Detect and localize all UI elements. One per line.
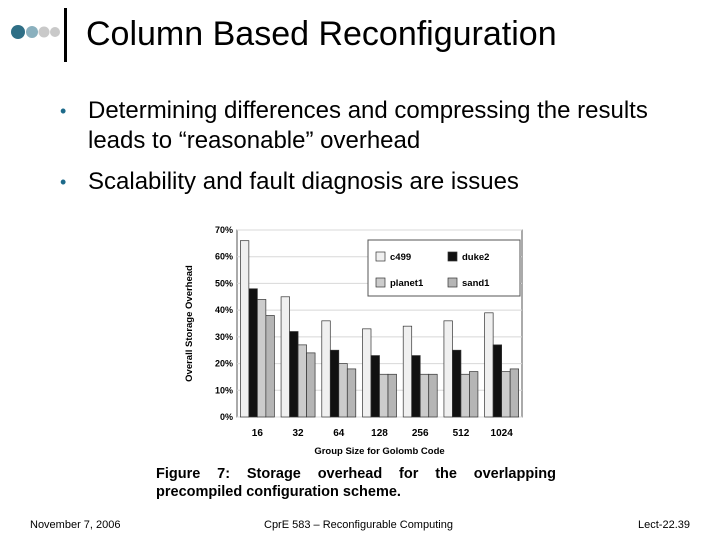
bar-c499 xyxy=(240,240,250,418)
y-tick-label: 20% xyxy=(215,359,233,369)
y-tick-label: 40% xyxy=(215,305,233,315)
bullet-icon: • xyxy=(60,172,67,192)
legend-box xyxy=(367,239,521,297)
y-tick-label: 0% xyxy=(220,412,233,422)
caption-word: Storage xyxy=(246,466,301,482)
bar-planet1 xyxy=(297,344,307,418)
bar-sand1 xyxy=(346,368,357,418)
bar-planet1 xyxy=(460,373,470,418)
bullet-text: Determining differences and compressing … xyxy=(88,97,648,154)
bar-c499 xyxy=(280,296,290,418)
bar-c499 xyxy=(484,312,494,418)
bar-duke2 xyxy=(248,288,258,418)
bar-duke2 xyxy=(452,349,462,418)
x-tick-label: 512 xyxy=(453,428,470,439)
bar-duke2 xyxy=(329,349,340,418)
bar-sand1 xyxy=(509,368,519,418)
dot-icon xyxy=(38,26,50,38)
legend-swatch xyxy=(375,251,386,262)
caption-word: overlapping xyxy=(473,466,556,482)
bar-planet1 xyxy=(338,363,348,418)
bar-c499 xyxy=(443,320,453,418)
caption-line-1: Figure 7: Storage overhead for the overl… xyxy=(156,465,556,483)
bullet-list: • Determining differences and compressing… xyxy=(60,96,700,208)
y-tick-label: 60% xyxy=(215,252,233,262)
bar-c499 xyxy=(321,320,331,418)
legend-swatch xyxy=(447,277,458,288)
y-tick-label: 30% xyxy=(215,332,233,342)
footer-date: November 7, 2006 xyxy=(30,519,121,531)
legend-label: duke2 xyxy=(462,252,489,263)
dot-icon xyxy=(11,25,25,39)
x-tick-label: 1024 xyxy=(491,428,514,439)
dot-icon xyxy=(50,27,60,37)
bar-planet1 xyxy=(257,299,267,418)
bar-duke2 xyxy=(492,344,502,418)
bar-planet1 xyxy=(379,373,389,418)
bar-duke2 xyxy=(289,331,299,418)
figure-caption: Figure 7: Storage overhead for the overl… xyxy=(156,465,556,501)
x-tick-label: 32 xyxy=(293,428,305,439)
bullet-text: Scalability and fault diagnosis are issu… xyxy=(88,168,519,195)
x-tick-label: 16 xyxy=(252,428,264,439)
legend-label: planet1 xyxy=(390,278,424,289)
bar-sand1 xyxy=(306,352,316,418)
bar-sand1 xyxy=(387,373,397,418)
y-tick-label: 10% xyxy=(215,385,233,395)
legend-label: c499 xyxy=(390,252,411,263)
x-tick-label: 64 xyxy=(333,428,345,439)
caption-word: for xyxy=(399,466,419,482)
x-axis-label: Group Size for Golomb Code xyxy=(314,446,444,457)
dot-icon xyxy=(26,26,38,38)
bullet-icon: • xyxy=(60,101,67,121)
y-tick-label: 70% xyxy=(215,225,233,235)
bar-duke2 xyxy=(411,355,421,418)
bar-c499 xyxy=(362,328,372,418)
bar-sand1 xyxy=(265,315,275,418)
slide-title: Column Based Reconfiguration xyxy=(86,15,557,53)
bar-planet1 xyxy=(419,373,430,418)
caption-word: the xyxy=(435,466,457,482)
footer-lecture: Lect-22.39 xyxy=(638,519,690,531)
caption-word: 7: xyxy=(217,466,231,482)
bar-sand1 xyxy=(469,371,479,418)
caption-word: overhead xyxy=(317,466,383,482)
legend-swatch xyxy=(375,277,386,288)
footer-course: CprE 583 – Reconfigurable Computing xyxy=(264,519,453,531)
bar-duke2 xyxy=(370,355,380,418)
y-tick-label: 50% xyxy=(215,278,233,288)
bar-planet1 xyxy=(501,371,511,418)
bullet-item: • Determining differences and compressing… xyxy=(60,96,700,156)
bullet-item: • Scalability and fault diagnosis are iss… xyxy=(60,167,700,197)
legend-swatch xyxy=(447,251,458,262)
decorative-dots-icon xyxy=(11,25,60,39)
legend-label: sand1 xyxy=(462,278,490,289)
title-divider xyxy=(64,8,67,62)
caption-line-2: precompiled configuration scheme. xyxy=(156,484,401,500)
storage-overhead-chart: 0% 10% 20% 30% 40% 50% 60% 70% 16 32 64 128 256 512 10… xyxy=(184,225,523,457)
y-axis-label: Overall Storage Overhead xyxy=(184,265,195,382)
x-tick-label: 128 xyxy=(371,428,388,439)
bar-sand1 xyxy=(428,373,438,418)
caption-word: Figure xyxy=(156,466,201,482)
bar-c499 xyxy=(402,325,413,418)
x-tick-label: 256 xyxy=(412,428,429,439)
